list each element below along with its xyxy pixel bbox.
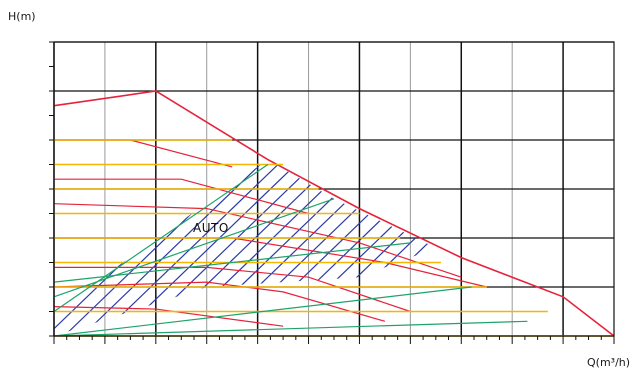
proportional-pressure-curve: [53, 242, 411, 283]
fixed-speed-curve: [54, 139, 233, 168]
x-axis-label: Q(m³/h): [587, 356, 630, 369]
fixed-speed-curve: [53, 203, 462, 278]
proportional-pressure-curve: [53, 164, 269, 312]
plot-frame: [53, 41, 615, 337]
proportional-pressure-curve: [53, 320, 528, 337]
y-axis-label: H(m): [8, 10, 36, 23]
proportional-pressure-curve: [53, 198, 335, 298]
auto-hatch-line: [54, 159, 55, 336]
max-curve-curve: [53, 90, 615, 337]
proportional-pressure-curve: [53, 286, 472, 337]
fixed-speed-curve: [53, 306, 284, 327]
axes: [49, 41, 615, 344]
fixed-speed-curve: [54, 266, 411, 313]
auto-annotation: AUTO: [193, 221, 229, 235]
fixed-speed-curve: [54, 178, 309, 215]
